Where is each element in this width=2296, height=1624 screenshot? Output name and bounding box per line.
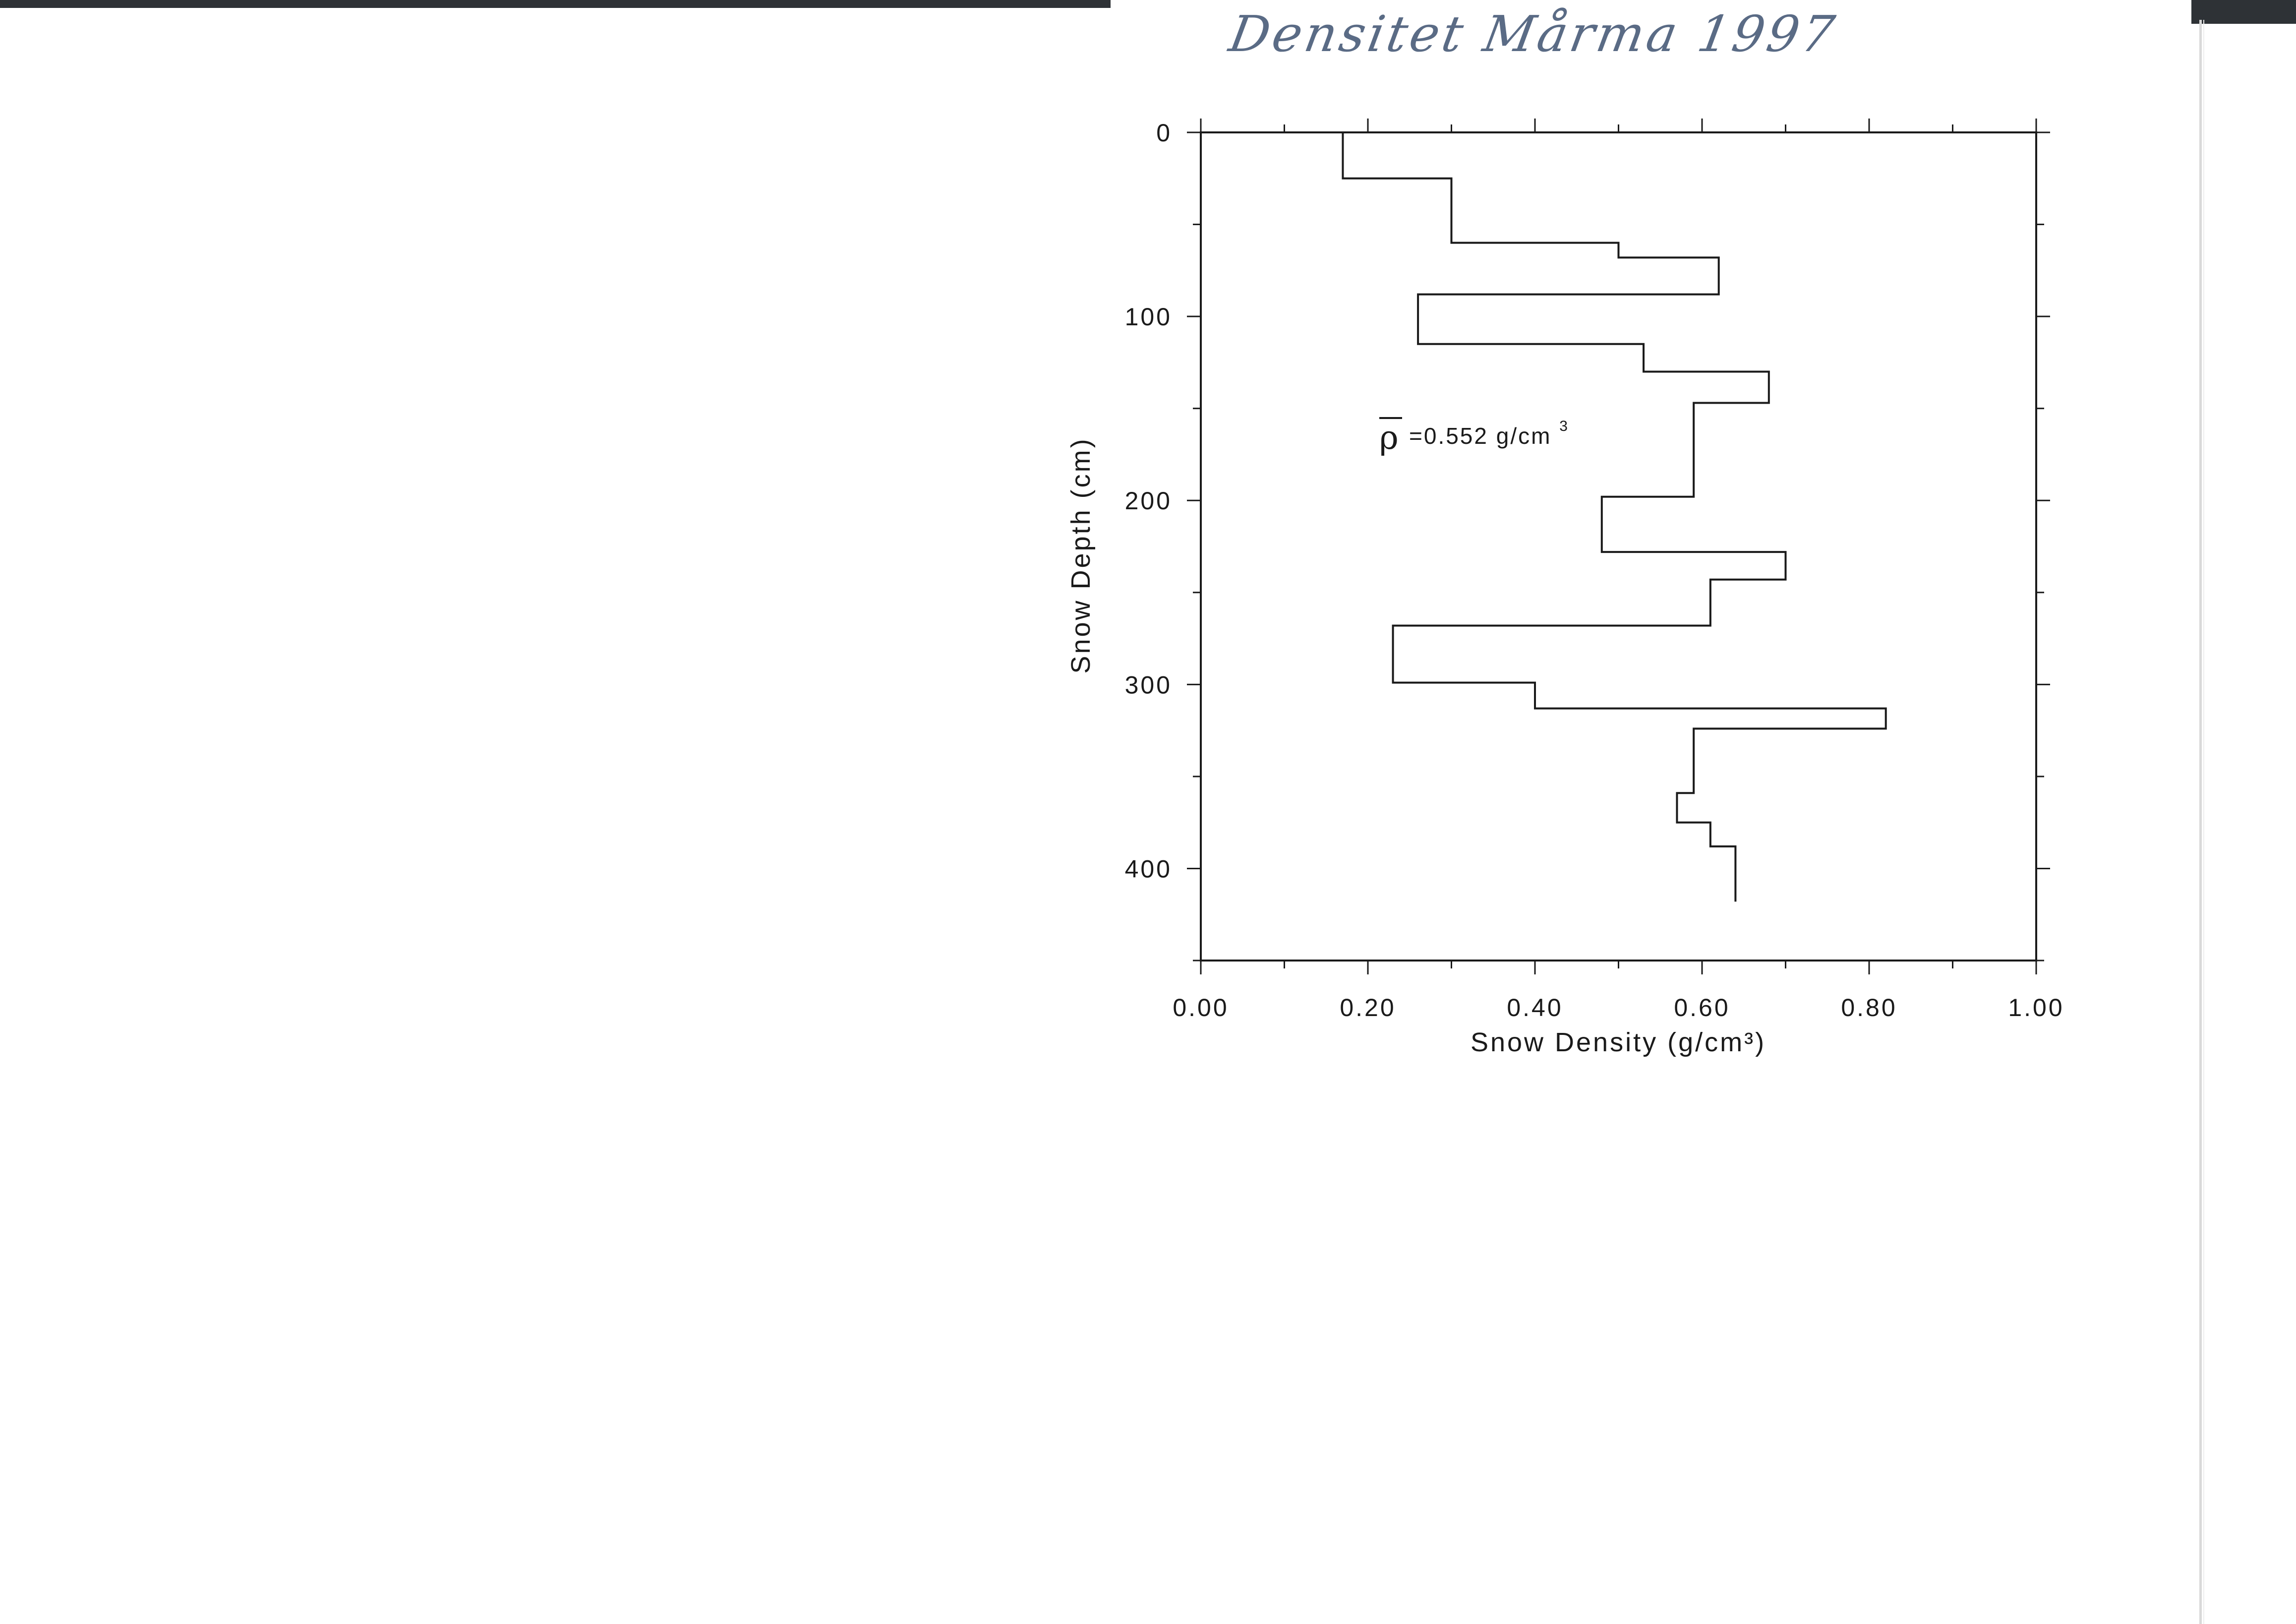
mean-density-annotation: ρ =0.552 g/cm 3 — [1379, 417, 1569, 457]
page-edge-inner — [2203, 20, 2204, 1624]
scan-border-top — [0, 0, 1111, 8]
y-axis-ticks — [1187, 131, 2050, 962]
y-axis-tick-labels: 0 100 200 300 400 — [1125, 119, 1172, 883]
y-axis-title: Snow Depth (cm) — [1066, 437, 1096, 673]
rho-symbol: ρ — [1379, 419, 1399, 457]
y-tick-label: 200 — [1125, 487, 1172, 515]
x-tick-label: 0.00 — [1173, 994, 1229, 1022]
scan-border-corner — [2191, 0, 2296, 24]
x-axis-ticks — [1200, 119, 2037, 974]
x-tick-label: 1.00 — [2008, 994, 2064, 1022]
x-tick-label: 0.60 — [1674, 994, 1730, 1022]
x-axis-title: Snow Density (g/cm³) — [1471, 1027, 1766, 1057]
density-profile-line — [1342, 132, 1887, 902]
page-edge — [2199, 20, 2202, 1624]
mean-density-text: =0.552 g/cm 3 — [1409, 418, 1569, 449]
x-tick-label: 0.80 — [1841, 994, 1897, 1022]
y-tick-label: 100 — [1125, 303, 1172, 331]
x-tick-label: 0.20 — [1340, 994, 1396, 1022]
x-axis-tick-labels: 0.00 0.20 0.40 0.60 0.80 1.00 — [1173, 994, 2064, 1022]
y-tick-label: 300 — [1125, 671, 1172, 699]
x-tick-label: 0.40 — [1507, 994, 1563, 1022]
y-tick-label: 400 — [1125, 855, 1172, 883]
y-tick-label: 0 — [1156, 119, 1172, 147]
